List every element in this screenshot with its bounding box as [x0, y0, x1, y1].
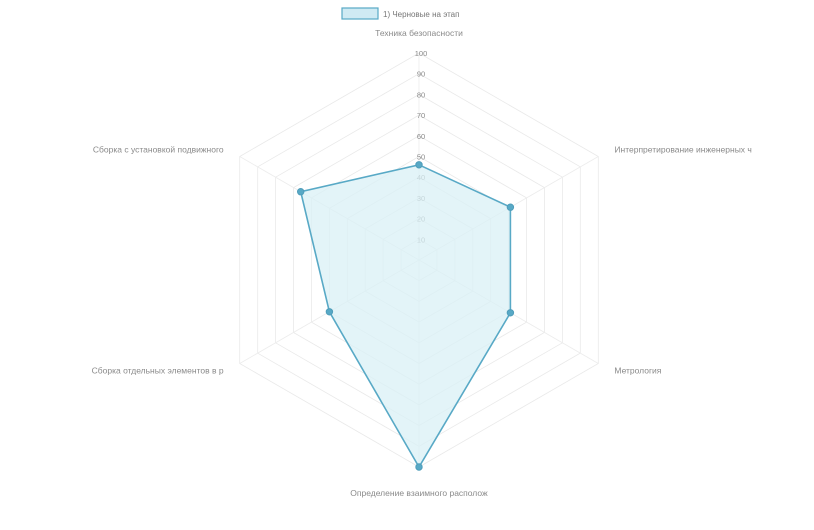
tick-label: 100 — [415, 49, 428, 58]
axis-label: Интерпретирование инженерных ч — [614, 145, 751, 155]
tick-label: 80 — [417, 90, 425, 99]
legend-series-label: 1) Черновые на этап — [383, 10, 459, 19]
radar-axis-labels: Техника безопасности Интерпретирование ин… — [92, 28, 752, 498]
series-area — [299, 163, 512, 469]
tick-label: 50 — [417, 153, 425, 162]
data-point[interactable] — [506, 309, 515, 317]
axis-label: Сборка отдельных элементов в р — [92, 366, 224, 376]
data-point[interactable] — [297, 188, 305, 196]
axis-label: Метрология — [614, 366, 661, 376]
tick-label: 90 — [417, 70, 425, 79]
data-point[interactable] — [506, 203, 515, 211]
data-point[interactable] — [415, 463, 423, 471]
tick-label: 70 — [417, 111, 425, 120]
chart-legend[interactable]: 1) Черновые на этап — [341, 7, 459, 20]
legend-swatch — [341, 7, 379, 20]
axis-label: Техника безопасности — [375, 28, 463, 38]
axis-label: Определение взаимного располож — [350, 488, 488, 498]
tick-label: 60 — [417, 132, 425, 141]
axis-label: Сборка с установкой подвижного — [93, 145, 224, 155]
data-point[interactable] — [325, 308, 334, 316]
data-point[interactable] — [415, 161, 423, 169]
radar-series — [297, 161, 515, 471]
